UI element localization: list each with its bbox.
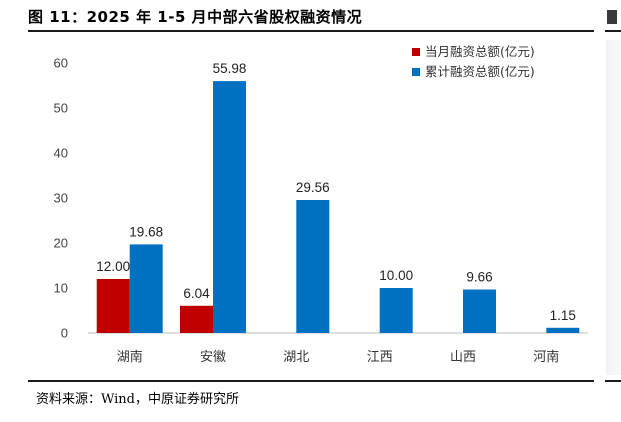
y-tick-label: 0 xyxy=(61,326,68,341)
bottom-rule xyxy=(28,380,594,382)
cumulative-bar-1 xyxy=(129,244,163,333)
legend-label: 累计融资总额(亿元) xyxy=(425,64,535,79)
data-label: 55.98 xyxy=(213,61,247,76)
x-axis: 湖南 安徽 湖北 江西 山西 河南 xyxy=(117,349,560,365)
category-label: 山西 xyxy=(450,350,476,365)
y-tick-label: 50 xyxy=(54,101,68,116)
data-label: 6.04 xyxy=(183,286,210,301)
figure-title: 图 11：2025 年 1-5 月中部六省股权融资情况 xyxy=(28,8,363,26)
adjacent-figure-title-fragment xyxy=(607,10,617,24)
category-label: 江西 xyxy=(367,350,393,365)
y-axis: 0 10 20 30 40 50 60 xyxy=(54,56,588,341)
legend-swatch xyxy=(412,48,420,56)
cumulative-bar-5 xyxy=(463,289,496,333)
y-tick-label: 60 xyxy=(54,56,68,71)
cumulative-bar-2 xyxy=(213,81,246,333)
monthly-bar-1 xyxy=(96,279,130,333)
y-tick-label: 10 xyxy=(54,281,68,296)
adjacent-bottom-rule xyxy=(605,380,621,382)
y-tick-label: 20 xyxy=(54,236,68,251)
bars xyxy=(96,81,580,333)
data-label: 10.00 xyxy=(379,268,413,283)
cumulative-bar-4 xyxy=(379,288,413,333)
data-label: 9.66 xyxy=(466,270,492,285)
data-labels: 12.00 19.68 6.04 55.98 29.56 10.00 9.66 1.15 xyxy=(96,61,576,323)
data-label: 1.15 xyxy=(550,308,576,323)
monthly-bar-2 xyxy=(180,305,213,333)
category-label: 河南 xyxy=(533,349,559,365)
cumulative-bar-6 xyxy=(546,327,580,333)
category-label: 湖南 xyxy=(117,349,143,365)
cumulative-bar-3 xyxy=(296,200,330,333)
top-rule xyxy=(28,30,594,32)
y-tick-label: 40 xyxy=(54,146,68,161)
category-label: 安徽 xyxy=(200,350,226,365)
data-label: 12.00 xyxy=(96,259,130,274)
bar-chart: 0 10 20 30 40 50 60 12.00 19.68 6.04 55.98 29.56 10… xyxy=(54,44,588,365)
adjacent-top-rule xyxy=(605,30,621,32)
data-label: 29.56 xyxy=(296,180,330,195)
source-note: 资料来源：Wind，中原证券研究所 xyxy=(36,392,239,407)
legend-swatch xyxy=(412,68,420,76)
y-tick-label: 30 xyxy=(54,191,68,206)
legend-label: 当月融资总额(亿元) xyxy=(425,44,535,59)
adjacent-figure-fragment xyxy=(606,40,621,375)
category-label: 湖北 xyxy=(283,350,309,365)
data-label: 19.68 xyxy=(129,224,163,239)
legend: 当月融资总额(亿元) 累计融资总额(亿元) xyxy=(412,44,535,79)
